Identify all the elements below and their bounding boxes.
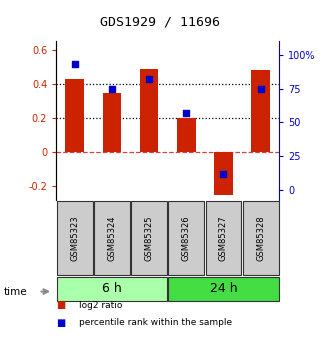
Text: ■: ■	[56, 300, 65, 310]
Text: ■: ■	[56, 318, 65, 327]
Text: log2 ratio: log2 ratio	[79, 301, 122, 310]
Text: 24 h: 24 h	[210, 283, 237, 295]
Point	[109, 86, 115, 91]
Text: GDS1929 / 11696: GDS1929 / 11696	[100, 16, 221, 29]
Bar	[169, 201, 204, 275]
Bar	[169, 277, 279, 302]
Point	[184, 110, 189, 116]
Point	[221, 171, 226, 177]
Text: 6 h: 6 h	[102, 283, 122, 295]
Point	[72, 62, 77, 67]
Bar	[177, 118, 195, 152]
Bar	[214, 152, 233, 195]
Bar	[57, 277, 167, 302]
Text: GSM85323: GSM85323	[70, 215, 79, 261]
Point	[258, 86, 263, 91]
Text: percentile rank within the sample: percentile rank within the sample	[79, 318, 232, 327]
Text: GSM85326: GSM85326	[182, 215, 191, 261]
Bar	[131, 201, 167, 275]
Bar	[65, 79, 84, 152]
Bar	[140, 69, 159, 152]
Text: time: time	[3, 287, 27, 296]
Bar	[57, 201, 93, 275]
Text: GSM85328: GSM85328	[256, 215, 265, 261]
Bar	[251, 70, 270, 152]
Text: GSM85324: GSM85324	[108, 215, 117, 261]
Text: GSM85325: GSM85325	[145, 215, 154, 261]
Bar	[243, 201, 279, 275]
Bar	[206, 201, 241, 275]
Text: GSM85327: GSM85327	[219, 215, 228, 261]
Bar	[94, 201, 130, 275]
Bar	[103, 92, 121, 152]
Point	[147, 77, 152, 82]
